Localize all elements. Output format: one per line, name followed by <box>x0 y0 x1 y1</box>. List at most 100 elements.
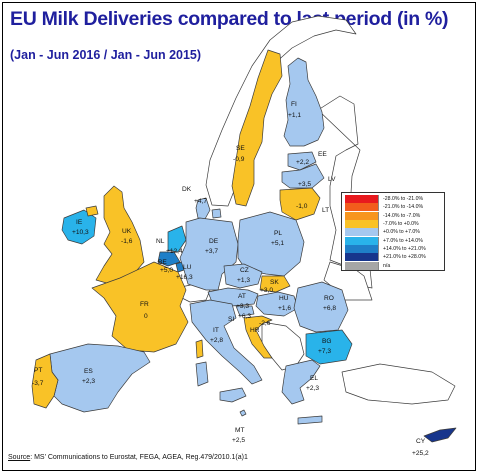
country-ie <box>61 209 97 245</box>
legend-swatch <box>345 195 379 204</box>
label-fi-code: FI <box>291 101 297 108</box>
legend-swatch <box>345 228 379 237</box>
legend-row: -21.0% to -14.0% <box>345 203 441 212</box>
country-fr <box>91 261 189 353</box>
country-es <box>49 343 151 413</box>
label-cz-value: +1,3 <box>237 277 250 284</box>
country-mt <box>239 409 247 417</box>
country-se <box>231 49 283 207</box>
country-cz <box>223 263 263 289</box>
label-dk-code: DK <box>182 186 192 193</box>
country-ee <box>287 151 317 171</box>
legend-row: +14.0% to +21.0% <box>345 244 441 253</box>
label-at-code: AT <box>238 293 246 300</box>
country-fr-corsica <box>195 339 204 359</box>
label-hu-code: HU <box>279 295 289 302</box>
label-de-value: +3,7 <box>205 248 218 255</box>
label-ie-code: IE <box>76 219 83 226</box>
country-it-sicily <box>219 387 247 403</box>
country-lt <box>279 187 321 221</box>
legend-row: -14.0% to -7.0% <box>345 211 441 220</box>
label-el-code: EL <box>310 375 318 382</box>
label-se-code: SE <box>236 145 245 152</box>
map-subtitle: (Jan - Jun 2016 / Jan - Jun 2015) <box>10 48 202 62</box>
label-pt-code: PT <box>34 367 42 374</box>
legend-row: +21.0% to +28.0% <box>345 253 441 262</box>
label-hu-value: +1,6 <box>278 305 291 312</box>
legend-label: -28.0% to -21.0% <box>383 196 424 203</box>
label-at-value: +3,3 <box>236 303 249 310</box>
country-uk-ni <box>85 205 99 217</box>
label-bg-value: +7,3 <box>318 348 331 355</box>
country-it <box>189 299 263 385</box>
label-mt-value: +2,5 <box>232 437 245 444</box>
country-ro <box>293 281 349 333</box>
label-lu-value: +16,3 <box>176 274 193 281</box>
label-dk-value: +4,7 <box>194 198 207 205</box>
country-el-crete <box>297 415 323 425</box>
legend-label: +14.0% to +21.0% <box>383 245 426 252</box>
label-es-code: ES <box>84 368 93 375</box>
label-pl-value: +5,1 <box>271 240 284 247</box>
label-it-value: +2,8 <box>210 337 223 344</box>
legend-row: n/a <box>345 261 441 270</box>
label-cz-code: CZ <box>240 267 249 274</box>
country-si <box>235 305 255 317</box>
label-bg-code: BG <box>322 338 332 345</box>
legend-swatch <box>345 253 379 262</box>
label-pl-code: PL <box>274 230 282 237</box>
label-nl-code: NL <box>156 238 165 245</box>
label-pt-value: -3,7 <box>32 380 44 387</box>
label-es-value: +2,3 <box>82 378 95 385</box>
legend-swatch <box>345 220 379 229</box>
label-cy-value: +25,2 <box>412 450 429 457</box>
legend-row: +0.0% to +7.0% <box>345 228 441 237</box>
source-label: Source <box>8 454 31 461</box>
label-ee-code: EE <box>318 151 327 158</box>
label-lt-code: LT <box>322 207 329 214</box>
label-nl-value: +12,4 <box>166 248 183 255</box>
label-ee-value: +2,2 <box>296 159 309 166</box>
label-cy-code: CY <box>416 438 426 445</box>
country-lv <box>281 163 325 189</box>
label-lt-value: -1,0 <box>296 203 308 210</box>
source-note: Source: MS' Communications to Eurostat, … <box>8 454 248 461</box>
label-lu-code: LU <box>183 264 192 271</box>
label-fi-value: +1,1 <box>288 112 301 119</box>
country-dk-islands <box>211 208 222 219</box>
label-uk-value: -1,6 <box>121 238 133 245</box>
label-be-code: BE <box>158 259 167 266</box>
label-be-value: +5,0 <box>160 267 173 274</box>
label-sk-code: SK <box>270 279 279 286</box>
label-de-code: DE <box>209 238 219 245</box>
label-lv-value: +3,5 <box>298 181 311 188</box>
legend-label: +7.0% to +14.0% <box>383 237 423 244</box>
country-pt <box>31 353 59 409</box>
country-be <box>157 251 181 267</box>
source-text: : MS' Communications to Eurostat, FEGA, … <box>30 454 248 461</box>
country-hr <box>243 315 273 359</box>
legend-swatch <box>345 261 379 270</box>
legend: -28.0% to -21.0% -21.0% to -14.0% -14.0%… <box>341 192 445 271</box>
legend-swatch <box>345 211 379 220</box>
legend-label: +0.0% to +7.0% <box>383 229 420 236</box>
legend-row: -28.0% to -21.0% <box>345 195 441 204</box>
legend-label: -14.0% to -7.0% <box>383 212 421 219</box>
label-ie-value: +10,3 <box>72 229 89 236</box>
label-uk-code: UK <box>122 228 132 235</box>
legend-label: -7.0% to +0.0% <box>383 221 419 228</box>
label-lv-code: LV <box>328 176 336 183</box>
label-hr-code: HR <box>250 327 260 334</box>
legend-swatch <box>345 244 379 253</box>
legend-label: -21.0% to -14.0% <box>383 204 424 211</box>
label-si-code: SI <box>228 316 234 323</box>
turkey-outline <box>341 363 456 405</box>
label-sk-value: +3,0 <box>260 287 273 294</box>
label-ro-code: RO <box>324 295 334 302</box>
label-mt-code: MT <box>235 427 245 434</box>
legend-swatch <box>345 203 379 212</box>
country-uk <box>95 185 145 285</box>
legend-swatch <box>345 236 379 245</box>
country-bg <box>305 329 353 365</box>
label-it-code: IT <box>213 327 219 334</box>
